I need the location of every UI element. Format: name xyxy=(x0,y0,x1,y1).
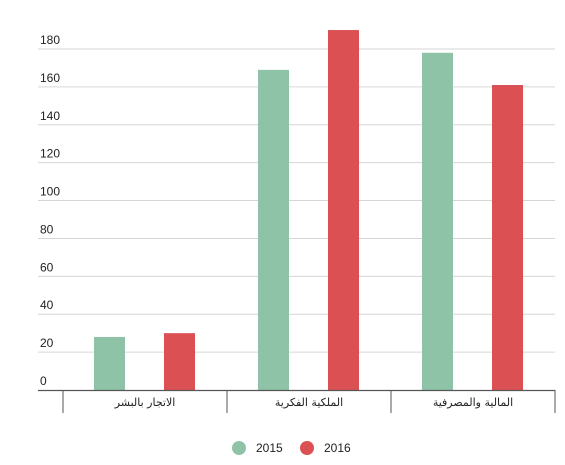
x-axis: الاتجار بالبشر الملكية الفكرية المالية وال… xyxy=(38,389,556,413)
legend: 2015 2016 xyxy=(232,441,351,455)
bar xyxy=(492,84,523,390)
legend-swatch xyxy=(300,441,314,455)
x-tick-label: الملكية الفكرية xyxy=(275,396,343,409)
y-tick-label: 160 xyxy=(40,71,60,85)
x-tick-label: الاتجار بالبشر xyxy=(114,396,176,409)
y-tick-label: 60 xyxy=(40,260,54,274)
y-tick-label: 180 xyxy=(40,33,60,47)
y-tick-label: 20 xyxy=(40,336,54,350)
bar xyxy=(258,69,289,390)
y-tick-label: 80 xyxy=(40,222,54,236)
bar xyxy=(422,52,453,391)
bars xyxy=(94,30,523,391)
y-tick-label: 0 xyxy=(40,374,47,388)
gridlines xyxy=(38,48,555,353)
y-tick-label: 100 xyxy=(40,185,60,199)
y-tick-label: 40 xyxy=(40,298,54,312)
bar xyxy=(94,336,125,390)
legend-label: 2015 xyxy=(256,441,283,455)
bar xyxy=(328,30,359,391)
bar xyxy=(164,333,195,390)
y-axis-ticks: 0 20 40 60 80 100 120 140 160 180 xyxy=(40,33,60,388)
x-tick-label: المالية والمصرفية xyxy=(433,396,513,409)
legend-label: 2016 xyxy=(324,441,351,455)
y-tick-label: 120 xyxy=(40,147,60,161)
y-tick-label: 140 xyxy=(40,109,60,123)
legend-swatch xyxy=(232,441,246,455)
